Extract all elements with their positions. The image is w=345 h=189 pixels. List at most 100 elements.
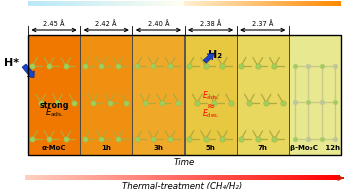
Bar <box>186 1 187 6</box>
Text: 2.42 Å: 2.42 Å <box>96 20 117 26</box>
Bar <box>141 175 142 180</box>
Bar <box>122 1 123 6</box>
Bar <box>132 35 185 155</box>
Bar <box>297 175 298 180</box>
Bar <box>85 1 87 6</box>
Bar <box>190 175 191 180</box>
Bar <box>218 175 219 180</box>
Bar <box>280 1 282 6</box>
Bar <box>140 1 141 6</box>
Bar <box>38 175 39 180</box>
Bar <box>283 175 284 180</box>
Bar <box>244 175 245 180</box>
Bar <box>225 1 226 6</box>
Bar <box>288 1 289 6</box>
Bar <box>173 1 174 6</box>
Bar <box>196 175 197 180</box>
Bar <box>255 175 256 180</box>
Bar <box>34 175 36 180</box>
Bar <box>339 175 340 180</box>
Bar <box>120 1 121 6</box>
Bar <box>317 1 318 6</box>
Bar <box>67 1 68 6</box>
Bar <box>302 175 303 180</box>
Bar <box>281 175 282 180</box>
Bar <box>315 1 316 6</box>
Bar <box>326 175 327 180</box>
Bar <box>76 175 77 180</box>
Bar <box>66 1 67 6</box>
Bar <box>262 1 263 6</box>
Bar <box>80 35 132 155</box>
Bar <box>338 175 339 180</box>
Bar <box>205 175 206 180</box>
Bar <box>133 175 134 180</box>
Bar <box>117 175 118 180</box>
Bar <box>196 1 197 6</box>
Bar <box>70 1 71 6</box>
Bar <box>178 1 179 6</box>
Text: 2.45 Å: 2.45 Å <box>43 20 65 26</box>
Bar <box>223 175 224 180</box>
Bar <box>131 1 132 6</box>
Bar <box>232 175 233 180</box>
Bar <box>209 1 210 6</box>
Bar <box>312 175 313 180</box>
Bar <box>185 35 237 155</box>
Bar <box>169 175 170 180</box>
Bar <box>202 1 203 6</box>
Bar <box>231 175 232 180</box>
Bar <box>157 175 158 180</box>
Bar <box>247 1 248 6</box>
Bar <box>94 1 95 6</box>
Text: α-MoC: α-MoC <box>42 145 66 151</box>
Bar <box>127 1 128 6</box>
Bar <box>191 175 192 180</box>
Bar <box>193 1 194 6</box>
Bar <box>269 175 270 180</box>
Bar <box>335 175 336 180</box>
Bar <box>233 175 234 180</box>
Bar <box>75 175 76 180</box>
Bar <box>269 1 270 6</box>
Bar <box>195 1 196 6</box>
Bar <box>162 175 164 180</box>
Bar <box>28 1 29 6</box>
Bar <box>167 175 168 180</box>
Bar <box>242 1 243 6</box>
Bar <box>255 1 256 6</box>
Bar <box>102 175 103 180</box>
Bar <box>277 1 278 6</box>
Bar <box>50 175 51 180</box>
Bar <box>63 1 65 6</box>
Bar <box>318 1 319 6</box>
Bar <box>82 175 83 180</box>
Bar <box>272 1 273 6</box>
Bar <box>306 175 307 180</box>
Bar <box>289 1 290 6</box>
Bar <box>65 175 66 180</box>
Bar <box>161 1 162 6</box>
Bar <box>327 175 328 180</box>
Bar <box>223 1 224 6</box>
Bar <box>152 175 153 180</box>
Bar <box>221 1 222 6</box>
Bar <box>114 175 115 180</box>
Bar <box>129 1 130 6</box>
Bar <box>103 175 104 180</box>
Bar <box>287 175 288 180</box>
Bar <box>270 1 271 6</box>
Bar <box>262 175 263 180</box>
Bar <box>252 1 253 6</box>
Bar <box>72 1 73 6</box>
Bar <box>92 1 93 6</box>
Bar <box>200 175 201 180</box>
Bar <box>296 1 297 6</box>
Bar <box>126 1 127 6</box>
Bar <box>212 175 213 180</box>
Bar <box>184 1 185 6</box>
Bar <box>157 1 158 6</box>
Bar <box>103 1 104 6</box>
Bar <box>298 175 299 180</box>
Bar <box>276 175 277 180</box>
